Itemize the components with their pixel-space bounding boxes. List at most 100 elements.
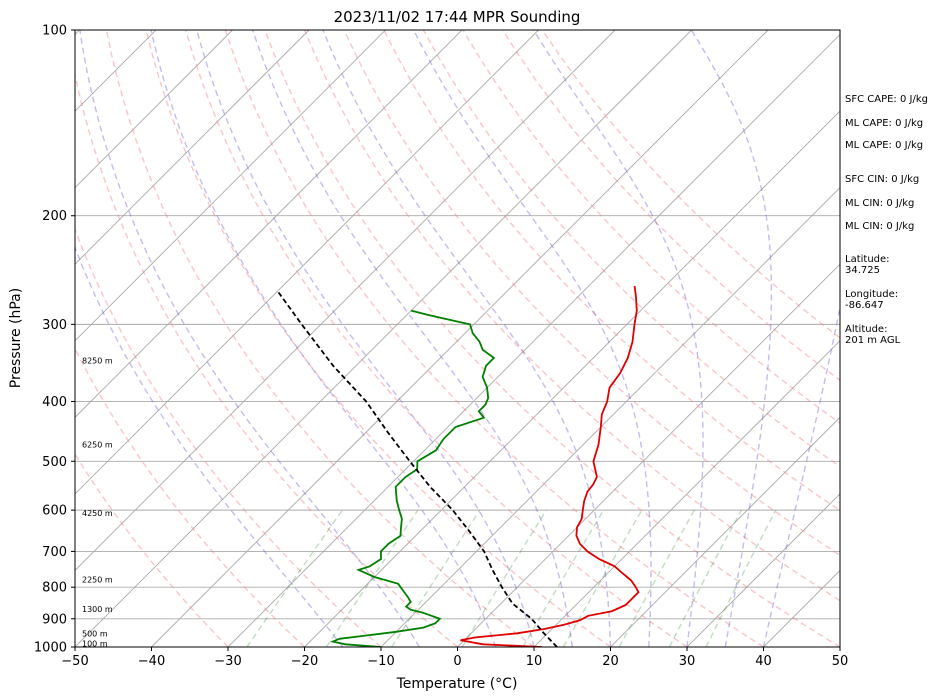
x-tick-label: 10 — [526, 654, 543, 669]
stats-panel: SFC CAPE: 0 J/kg ML CAPE: 0 J/kg ML CAPE: … — [845, 94, 928, 346]
parcel-path — [276, 290, 558, 647]
isotherm-line — [75, 30, 463, 418]
isotherm-line — [75, 30, 539, 495]
mixing-ratio-line — [668, 509, 743, 647]
background-grid — [0, 30, 840, 647]
isotherm-line — [75, 30, 616, 572]
height-label: 1300 m — [82, 605, 113, 614]
moist-adiabat — [150, 30, 497, 647]
x-tick-label: −20 — [291, 654, 318, 669]
dry-adiabat — [75, 347, 305, 647]
moist-adiabat — [79, 30, 420, 647]
stat-value: 201 m AGL — [845, 335, 901, 346]
stat-label: Longitude: — [845, 289, 898, 300]
height-label: 4250 m — [82, 509, 113, 518]
x-tick-label: −30 — [214, 654, 241, 669]
dry-adiabat — [224, 30, 764, 647]
stat-label: SFC CIN: 0 J/kg — [845, 174, 919, 185]
moist-adiabat — [252, 30, 573, 647]
moist-adiabat — [412, 30, 652, 647]
isotherm-line — [686, 493, 840, 647]
isotherm-line — [75, 30, 310, 265]
moist-adiabat — [690, 30, 773, 647]
y-tick-label: 1000 — [34, 641, 67, 656]
stat-label: ML CIN: 0 J/kg — [845, 198, 914, 209]
moist-adiabat — [533, 30, 704, 647]
stat-label: Latitude: — [845, 254, 890, 265]
x-tick-label: −10 — [367, 654, 394, 669]
isotherm-line — [304, 110, 840, 647]
isotherm-line — [457, 263, 840, 647]
height-label: 500 m — [82, 629, 108, 638]
dry-adiabat — [343, 30, 840, 557]
moist-adiabat — [75, 245, 344, 647]
height-label: 100 m — [82, 639, 108, 648]
plot-frame — [74, 29, 841, 648]
isotherm-line — [151, 30, 769, 647]
x-tick-label: 0 — [453, 654, 461, 669]
moist-adiabat — [322, 30, 612, 647]
mixing-ratio-line — [705, 509, 777, 647]
isotherm-line — [75, 30, 692, 647]
moist-adiabat — [762, 303, 840, 647]
dry-adiabat — [383, 30, 840, 512]
dewpoint-profile — [329, 309, 496, 647]
y-tick-label: 600 — [42, 504, 67, 519]
y-tick-label: 500 — [42, 455, 67, 470]
isotherm-line — [75, 30, 386, 342]
y-axis-title: Pressure (hPa) — [8, 288, 24, 388]
isotherm-line — [0, 30, 3, 647]
dry-adiabat — [75, 227, 382, 647]
y-tick-label: 100 — [42, 24, 67, 39]
x-tick-label: −40 — [138, 654, 165, 669]
y-tick-label: 900 — [42, 612, 67, 627]
dry-adiabat — [75, 71, 458, 647]
dry-adiabat — [75, 452, 229, 647]
stat-label: ML CAPE: 0 J/kg — [845, 118, 923, 129]
x-tick-label: 30 — [679, 654, 696, 669]
mixing-ratio-line — [522, 509, 605, 647]
stat-label: ML CAPE: 0 J/kg — [845, 140, 923, 151]
mixing-ratio-line — [391, 509, 481, 647]
y-axis: 100 200 300 400 500 600 700 800 900 1000 — [34, 24, 75, 656]
isotherm-line — [610, 416, 840, 647]
dry-adiabat — [105, 30, 535, 647]
isotherm-line — [75, 30, 233, 189]
mixing-ratio-line — [325, 509, 419, 647]
dry-adiabat — [264, 30, 840, 647]
x-axis: −50 −40 −30 −20 −10 0 10 20 30 40 50 — [61, 647, 848, 669]
mixing-ratio-line — [246, 509, 343, 647]
height-label: 2250 m — [82, 576, 113, 585]
stat-label: SFC CAPE: 0 J/kg — [845, 94, 928, 105]
isotherm-line — [533, 340, 840, 647]
x-tick-label: 40 — [755, 654, 772, 669]
temperature-profile — [460, 285, 640, 647]
stat-label: Altitude: — [845, 324, 887, 335]
mixing-ratio-line — [562, 509, 643, 647]
series-layer — [276, 285, 640, 647]
x-tick-label: −50 — [61, 654, 88, 669]
dry-adiabat — [145, 30, 611, 647]
dry-adiabat — [184, 30, 688, 647]
y-tick-label: 400 — [42, 395, 67, 410]
y-tick-label: 200 — [42, 209, 67, 224]
moist-adiabat — [196, 30, 535, 647]
x-tick-label: 50 — [832, 654, 849, 669]
y-tick-label: 700 — [42, 545, 67, 560]
isotherm-line — [380, 187, 840, 647]
y-tick-label: 800 — [42, 581, 67, 596]
x-tick-label: 20 — [602, 654, 619, 669]
mixing-ratio-line — [461, 509, 547, 647]
x-axis-title: Temperature (°C) — [396, 676, 518, 692]
chart-title: 2023/11/02 17:44 MPR Sounding — [334, 8, 581, 26]
isotherm-line — [227, 33, 840, 647]
y-tick-label: 300 — [42, 318, 67, 333]
stat-value: 34.725 — [845, 265, 880, 276]
stat-label: ML CIN: 0 J/kg — [845, 221, 914, 232]
stat-value: -86.647 — [845, 300, 884, 311]
mixing-ratio-line — [618, 509, 696, 647]
height-label: 6250 m — [82, 441, 113, 450]
height-label: 8250 m — [82, 356, 113, 365]
